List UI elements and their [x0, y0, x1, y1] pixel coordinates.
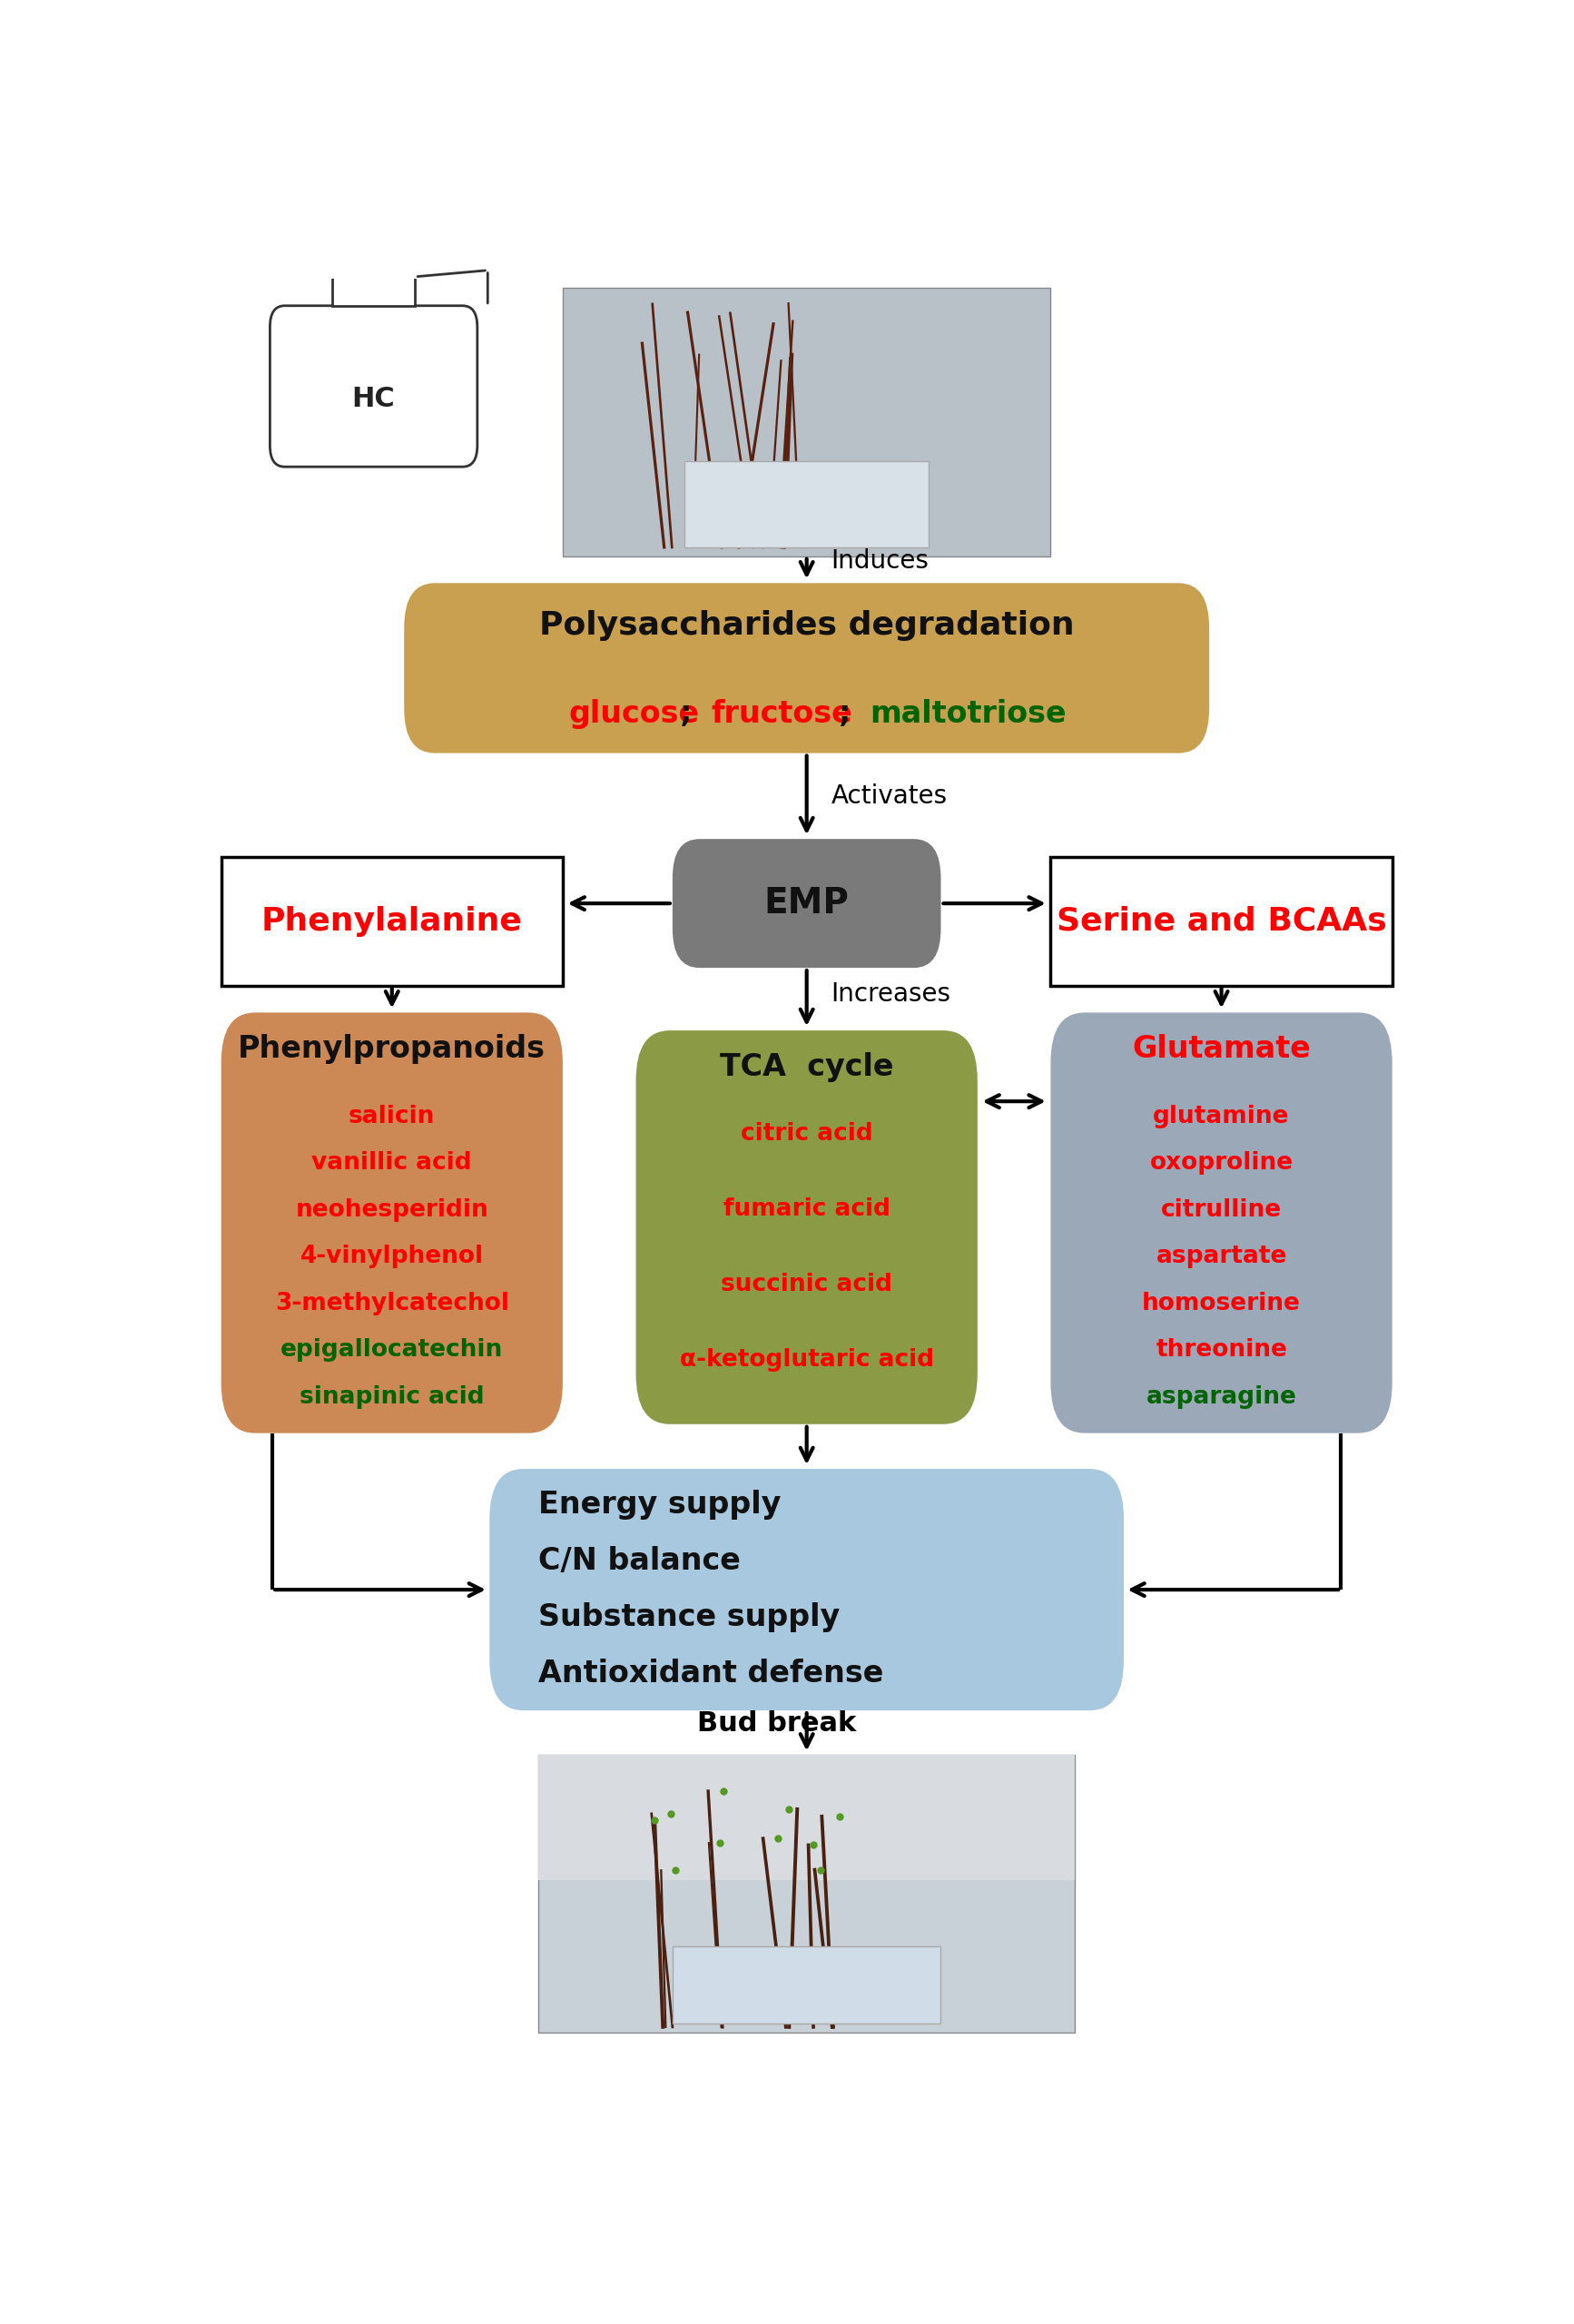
FancyBboxPatch shape	[1051, 1013, 1393, 1434]
Text: Glutamate: Glutamate	[1132, 1034, 1311, 1064]
Text: vanillic acid: vanillic acid	[312, 1150, 472, 1176]
Text: 3-methylcatechol: 3-methylcatechol	[275, 1292, 508, 1315]
Text: Antioxidant defense: Antioxidant defense	[538, 1659, 883, 1687]
Text: Phenylpropanoids: Phenylpropanoids	[238, 1034, 546, 1064]
Text: EMP: EMP	[763, 885, 850, 920]
Text: Activates: Activates	[831, 783, 948, 809]
Bar	[672, 1945, 941, 2024]
Text: citric acid: citric acid	[740, 1122, 874, 1146]
Text: Substance supply: Substance supply	[538, 1601, 841, 1631]
Text: Polysaccharides degradation: Polysaccharides degradation	[538, 609, 1075, 641]
Text: HC: HC	[353, 386, 395, 411]
Text: fructose: fructose	[711, 700, 853, 730]
Text: Bud break: Bud break	[697, 1710, 856, 1736]
FancyBboxPatch shape	[672, 839, 941, 967]
Bar	[563, 288, 1051, 555]
Text: glutamine: glutamine	[1154, 1104, 1289, 1127]
Text: Increases: Increases	[831, 981, 951, 1006]
Text: glucose: glucose	[568, 700, 699, 730]
Text: TCA  cycle: TCA cycle	[719, 1053, 894, 1083]
Bar	[332, 277, 416, 307]
Text: fumaric acid: fumaric acid	[722, 1197, 891, 1220]
Text: Energy supply: Energy supply	[538, 1490, 781, 1520]
Text: C/N balance: C/N balance	[538, 1545, 741, 1576]
Text: α-ketoglutaric acid: α-ketoglutaric acid	[680, 1348, 933, 1371]
Text: Phenylalanine: Phenylalanine	[261, 906, 523, 937]
FancyBboxPatch shape	[405, 583, 1209, 753]
Text: homoserine: homoserine	[1143, 1292, 1300, 1315]
Text: 4-vinylphenol: 4-vinylphenol	[301, 1246, 483, 1269]
Text: salicin: salicin	[348, 1104, 436, 1127]
Text: ;: ;	[680, 700, 702, 730]
Text: threonine: threonine	[1155, 1339, 1288, 1362]
Text: aspartate: aspartate	[1155, 1246, 1288, 1269]
Text: oxoproline: oxoproline	[1149, 1150, 1294, 1176]
Text: citrulline: citrulline	[1162, 1199, 1281, 1222]
Bar	[538, 1755, 1075, 1880]
Text: sinapinic acid: sinapinic acid	[299, 1385, 485, 1408]
FancyBboxPatch shape	[220, 1013, 563, 1434]
FancyBboxPatch shape	[490, 1469, 1124, 1710]
Bar	[538, 1755, 1075, 2034]
Bar	[685, 462, 929, 546]
Text: epigallocatechin: epigallocatechin	[280, 1339, 504, 1362]
FancyBboxPatch shape	[271, 307, 477, 467]
FancyBboxPatch shape	[636, 1030, 977, 1425]
Text: asparagine: asparagine	[1146, 1385, 1297, 1408]
Text: Induces: Induces	[831, 548, 929, 574]
Text: succinic acid: succinic acid	[721, 1274, 892, 1297]
Bar	[1051, 858, 1393, 985]
Text: maltotriose: maltotriose	[870, 700, 1067, 730]
Text: neohesperidin: neohesperidin	[296, 1199, 488, 1222]
Text: Serine and BCAAs: Serine and BCAAs	[1056, 906, 1387, 937]
Text: ;: ;	[839, 700, 861, 730]
Bar	[220, 858, 563, 985]
